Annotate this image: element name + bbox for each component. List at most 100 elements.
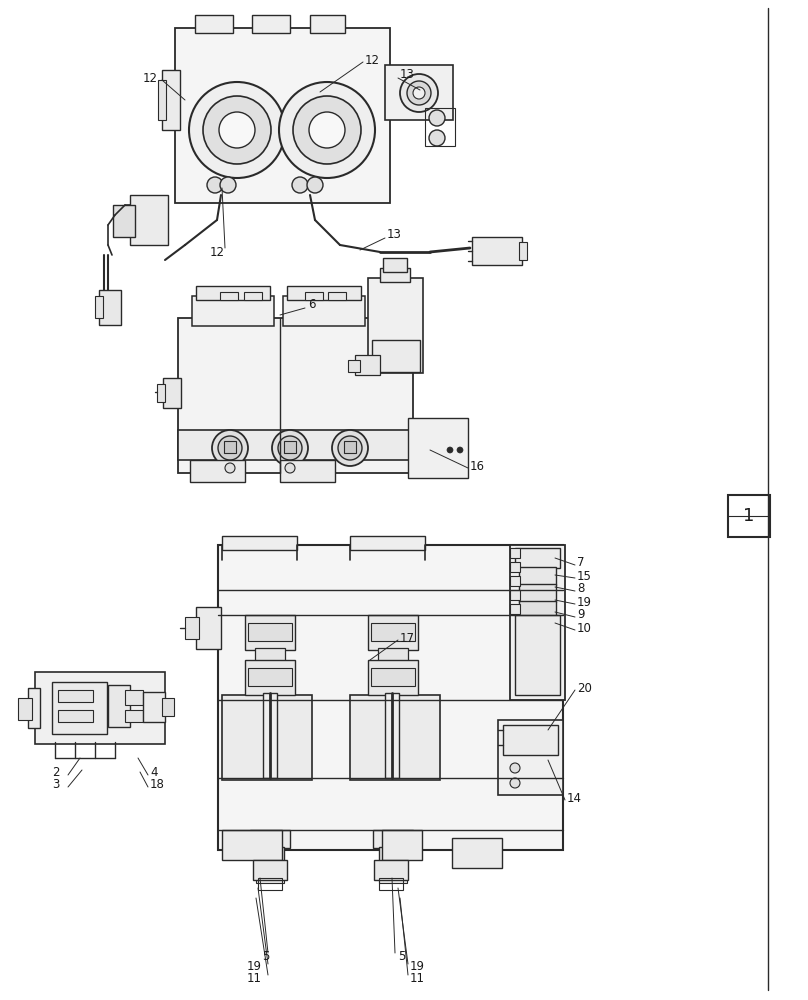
Bar — [350, 695, 440, 780]
Bar — [143, 692, 165, 722]
Bar — [99, 290, 121, 325]
Bar — [248, 623, 292, 641]
Text: 8: 8 — [577, 582, 584, 595]
Bar — [355, 355, 380, 375]
Text: 12: 12 — [210, 245, 225, 258]
Bar — [175, 28, 390, 203]
Bar — [510, 576, 520, 586]
Bar — [378, 648, 408, 663]
Circle shape — [220, 177, 236, 193]
Bar — [130, 195, 168, 245]
Bar — [195, 15, 233, 33]
Circle shape — [285, 463, 295, 473]
Text: 11: 11 — [410, 972, 425, 984]
Bar — [52, 682, 107, 734]
Bar — [28, 688, 40, 728]
Text: 7: 7 — [577, 556, 584, 570]
Bar — [222, 695, 312, 780]
Bar — [248, 668, 292, 686]
Bar — [58, 710, 93, 722]
Bar — [284, 441, 296, 453]
Bar — [258, 878, 282, 890]
Circle shape — [429, 130, 445, 146]
Circle shape — [307, 177, 323, 193]
Bar — [519, 242, 527, 260]
Circle shape — [272, 430, 308, 466]
Text: 16: 16 — [470, 460, 485, 473]
Bar — [280, 460, 335, 482]
Bar — [368, 615, 418, 650]
Bar — [344, 441, 356, 453]
Bar — [519, 601, 556, 616]
Text: 18: 18 — [150, 778, 165, 792]
Circle shape — [189, 82, 285, 178]
Bar — [245, 660, 295, 695]
Text: 19: 19 — [410, 960, 425, 974]
Bar — [385, 693, 399, 778]
Bar — [162, 698, 174, 716]
Text: 19: 19 — [247, 960, 262, 974]
Circle shape — [309, 112, 345, 148]
Circle shape — [219, 112, 255, 148]
Bar — [510, 545, 565, 700]
Circle shape — [332, 430, 368, 466]
Bar — [385, 65, 453, 120]
Bar — [379, 875, 407, 883]
Bar — [519, 584, 556, 602]
Circle shape — [279, 82, 375, 178]
Circle shape — [407, 81, 431, 105]
Bar — [519, 567, 556, 585]
Circle shape — [400, 74, 438, 112]
Text: 12: 12 — [365, 53, 380, 66]
Text: 20: 20 — [577, 682, 592, 694]
Circle shape — [278, 436, 302, 460]
Bar — [163, 378, 181, 408]
Bar — [220, 292, 238, 300]
Circle shape — [510, 778, 520, 788]
Bar — [310, 15, 345, 33]
Bar — [185, 617, 199, 639]
Bar — [348, 360, 360, 372]
Bar — [35, 672, 165, 744]
Circle shape — [338, 436, 362, 460]
Bar — [255, 648, 285, 663]
Bar — [222, 830, 282, 860]
Bar — [380, 268, 410, 282]
Bar — [368, 278, 423, 373]
Text: 10: 10 — [577, 621, 592, 635]
Bar — [256, 847, 284, 877]
Circle shape — [457, 447, 463, 453]
Circle shape — [218, 436, 242, 460]
Bar — [196, 607, 221, 649]
Bar — [190, 460, 245, 482]
Bar — [372, 340, 420, 372]
Bar — [510, 548, 520, 558]
Text: 5: 5 — [398, 950, 406, 962]
Bar — [373, 830, 413, 848]
Bar — [374, 860, 408, 880]
Bar — [425, 108, 455, 146]
Circle shape — [447, 447, 453, 453]
Circle shape — [203, 96, 271, 164]
Bar — [382, 830, 422, 860]
Bar — [379, 847, 407, 877]
Bar — [245, 615, 295, 650]
Circle shape — [413, 87, 425, 99]
Circle shape — [293, 96, 361, 164]
Bar — [157, 384, 165, 402]
Bar — [510, 562, 520, 572]
Text: 14: 14 — [567, 792, 582, 804]
Text: 2: 2 — [52, 766, 60, 780]
Circle shape — [212, 430, 248, 466]
Text: 3: 3 — [52, 778, 59, 792]
Bar — [510, 590, 520, 600]
Bar — [371, 668, 415, 686]
Circle shape — [429, 110, 445, 126]
Bar — [192, 296, 274, 326]
Bar — [503, 725, 558, 755]
Bar — [408, 418, 468, 478]
Bar — [510, 604, 520, 614]
Bar — [18, 698, 32, 720]
Bar — [125, 690, 143, 705]
Circle shape — [207, 177, 223, 193]
